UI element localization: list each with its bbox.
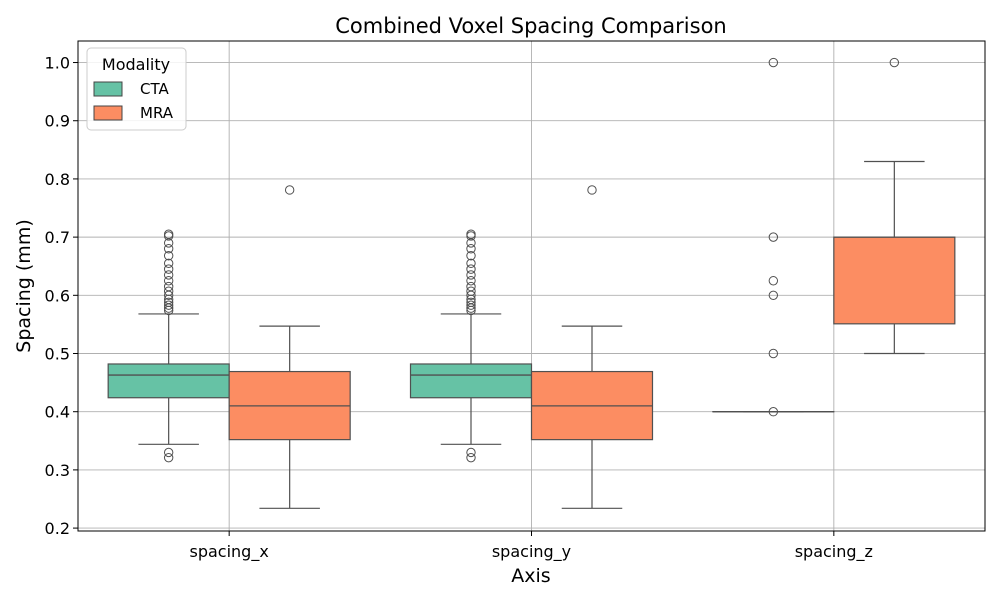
y-tick-label: 0.4 xyxy=(45,403,70,422)
box-iqr xyxy=(834,237,955,324)
legend-swatch-mra xyxy=(94,106,122,120)
y-tick-label: 0.9 xyxy=(45,112,70,131)
y-tick-label: 0.8 xyxy=(45,170,70,189)
box-cta-spacing_x xyxy=(108,230,229,462)
y-tick-label: 0.7 xyxy=(45,228,70,247)
y-tick-label: 1.0 xyxy=(45,54,70,73)
legend-label-mra: MRA xyxy=(140,104,174,122)
legend-label-cta: CTA xyxy=(140,80,169,98)
x-axis-ticks: spacing_x spacing_y spacing_z xyxy=(190,531,873,562)
outlier-point xyxy=(467,448,475,456)
y-tick-label: 0.6 xyxy=(45,286,70,305)
outlier-point xyxy=(769,277,777,285)
x-tick-label: spacing_y xyxy=(492,542,571,562)
outlier-point xyxy=(588,186,596,194)
x-tick-label: spacing_x xyxy=(190,542,269,562)
box-mra-spacing_y xyxy=(532,186,653,509)
y-axis-label: Spacing (mm) xyxy=(13,219,35,352)
box-mra-spacing_x xyxy=(229,186,350,509)
y-axis-ticks: 0.2 0.3 0.4 0.5 0.6 0.7 0.8 0.9 1.0 xyxy=(45,54,78,539)
y-tick-label: 0.3 xyxy=(45,461,70,480)
chart-title: Combined Voxel Spacing Comparison xyxy=(335,14,726,38)
legend: Modality CTA MRA xyxy=(87,48,186,130)
y-tick-label: 0.2 xyxy=(45,519,70,538)
outlier-point xyxy=(285,186,293,194)
box-iqr xyxy=(411,364,532,398)
y-tick-label: 0.5 xyxy=(45,345,70,364)
outlier-point xyxy=(164,448,172,456)
x-tick-label: spacing_z xyxy=(795,542,873,562)
box-mra-spacing_z xyxy=(834,58,955,353)
box-cta-spacing_y xyxy=(411,230,532,462)
box-iqr xyxy=(108,364,229,398)
legend-title: Modality xyxy=(102,55,170,74)
legend-swatch-cta xyxy=(94,82,122,96)
x-axis-label: Axis xyxy=(511,565,550,587)
